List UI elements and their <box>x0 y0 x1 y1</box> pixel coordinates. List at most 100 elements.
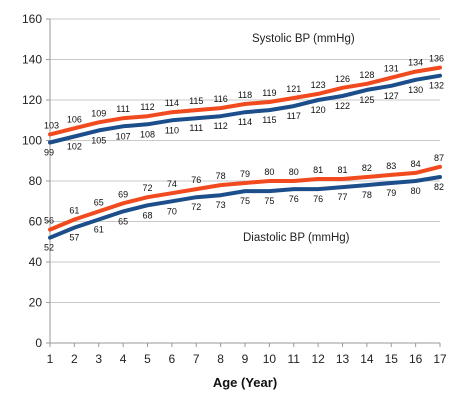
x-tick-label: 12 <box>311 352 325 366</box>
data-label: 79 <box>386 188 396 198</box>
data-labels: 103 106 109 111 112 114 115 116 118 119 121 123 126 1… <box>44 54 444 253</box>
data-label: 72 <box>191 202 201 212</box>
data-label: 108 <box>140 129 155 139</box>
systolic-annotation: Systolic BP (mmHg) <box>252 33 355 45</box>
data-label: 126 <box>335 74 350 84</box>
systolic-lower-line <box>48 73 442 145</box>
data-label: 81 <box>313 165 323 175</box>
x-axis-title: Age (Year) <box>213 375 277 390</box>
data-label: 75 <box>264 196 274 206</box>
x-tick-label: 14 <box>360 352 374 366</box>
data-label: 99 <box>44 148 54 158</box>
diastolic-lower-line <box>48 175 442 240</box>
data-label: 119 <box>262 88 276 98</box>
data-label: 103 <box>44 120 59 130</box>
y-tick-label: 100 <box>22 134 42 148</box>
data-label: 76 <box>191 175 201 185</box>
systolic-upper-line <box>48 65 442 137</box>
y-tick-label: 120 <box>22 93 42 107</box>
data-label: 127 <box>384 91 399 101</box>
data-label: 70 <box>167 206 177 216</box>
data-label: 74 <box>167 179 177 189</box>
x-tick-label: 4 <box>120 352 127 366</box>
data-label: 115 <box>262 115 276 125</box>
data-label: 117 <box>287 111 301 121</box>
data-label: 82 <box>434 182 444 192</box>
data-label: 82 <box>362 163 372 173</box>
data-label: 121 <box>286 84 301 94</box>
x-tick-label: 6 <box>169 352 176 366</box>
y-tick-label: 60 <box>29 215 43 229</box>
data-label: 105 <box>91 135 106 145</box>
data-label: 134 <box>408 58 423 68</box>
data-label: 107 <box>116 131 131 141</box>
x-tick-label: 13 <box>336 352 350 366</box>
data-label: 130 <box>408 85 423 95</box>
data-label: 110 <box>165 125 179 135</box>
diastolic-upper-line <box>48 164 442 232</box>
data-label: 132 <box>429 81 444 91</box>
data-label: 75 <box>240 196 250 206</box>
x-tick-label: 17 <box>433 352 447 366</box>
x-tick-label: 11 <box>288 352 301 366</box>
series-lines <box>48 65 442 240</box>
data-label: 72 <box>142 183 152 193</box>
x-tick-label: 3 <box>95 352 102 366</box>
diastolic-annotation: Diastolic BP (mmHg) <box>243 232 350 244</box>
data-label: 81 <box>337 165 347 175</box>
x-tick-label: 16 <box>409 352 423 366</box>
data-label: 65 <box>94 197 104 207</box>
data-label: 80 <box>411 186 421 196</box>
data-label: 52 <box>44 243 54 253</box>
x-axis: 1 2 3 4 5 6 7 8 9 10 11 12 13 14 15 16 17 <box>47 342 447 366</box>
data-label: 76 <box>289 194 299 204</box>
data-label: 114 <box>165 98 179 108</box>
data-label: 57 <box>69 233 79 243</box>
data-label: 83 <box>386 161 396 171</box>
x-tick-label: 7 <box>193 352 200 366</box>
data-label: 125 <box>359 95 374 105</box>
data-label: 80 <box>264 167 274 177</box>
data-label: 87 <box>434 153 444 163</box>
data-label: 102 <box>67 141 82 151</box>
data-label: 123 <box>311 80 326 90</box>
data-label: 84 <box>411 159 421 169</box>
data-label: 136 <box>429 54 444 64</box>
y-tick-label: 40 <box>29 255 43 269</box>
x-tick-label: 5 <box>144 352 151 366</box>
data-label: 78 <box>362 190 372 200</box>
x-tick-label: 8 <box>217 352 224 366</box>
data-label: 79 <box>240 169 250 179</box>
data-label: 69 <box>118 189 128 199</box>
y-tick-label: 160 <box>22 12 42 26</box>
data-label: 56 <box>44 216 54 226</box>
y-axis: 0 20 40 60 80 100 120 140 160 <box>22 12 51 350</box>
x-tick-label: 10 <box>263 352 277 366</box>
data-label: 120 <box>311 105 326 115</box>
data-label: 114 <box>238 117 252 127</box>
y-tick-label: 140 <box>22 53 42 67</box>
data-label: 116 <box>213 94 227 104</box>
x-tick-label: 2 <box>71 352 78 366</box>
data-label: 111 <box>189 123 203 133</box>
data-label: 111 <box>116 104 130 114</box>
data-label: 80 <box>289 167 299 177</box>
data-label: 76 <box>313 194 323 204</box>
y-tick-label: 0 <box>35 336 42 350</box>
data-label: 77 <box>337 192 347 202</box>
data-label: 109 <box>91 108 106 118</box>
data-label: 61 <box>69 205 79 215</box>
data-label: 68 <box>142 210 152 220</box>
y-tick-label: 20 <box>29 296 43 310</box>
data-label: 61 <box>94 224 104 234</box>
data-label: 65 <box>118 216 128 226</box>
data-label: 118 <box>238 90 252 100</box>
data-label: 78 <box>216 171 226 181</box>
y-tick-label: 80 <box>29 174 43 188</box>
x-tick-label: 15 <box>385 352 399 366</box>
data-label: 115 <box>189 96 203 106</box>
data-label: 73 <box>216 200 226 210</box>
data-label: 128 <box>359 70 374 80</box>
data-label: 112 <box>213 121 227 131</box>
